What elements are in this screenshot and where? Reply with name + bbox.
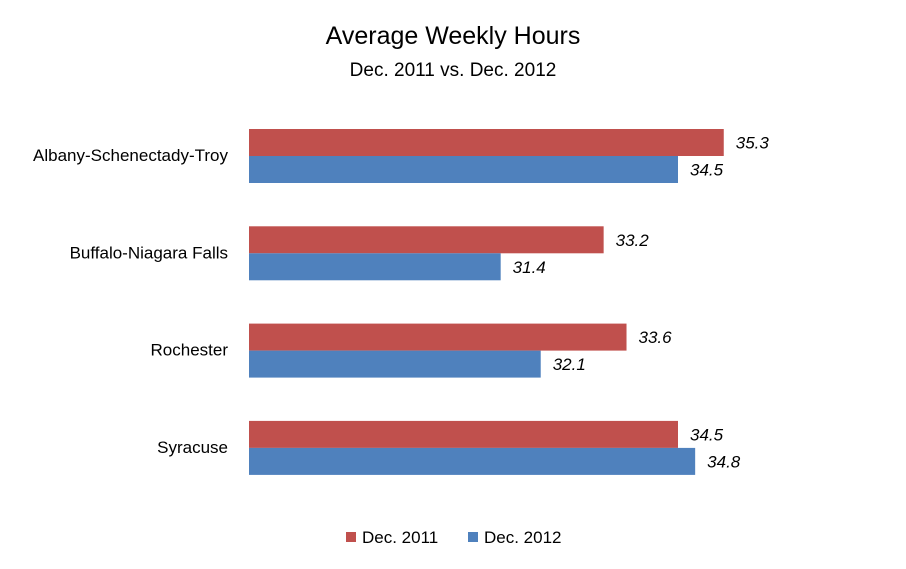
category-label-albany-schenectady-troy: Albany-Schenectady-Troy: [33, 146, 228, 165]
bar-albany-schenectady-troy-dec-2012: [249, 156, 678, 183]
bar-albany-schenectady-troy-dec-2011: [249, 129, 724, 156]
legend: Dec. 2011 Dec. 2012: [346, 528, 562, 547]
data-label-syracuse-dec-2012: 34.8: [707, 452, 741, 471]
data-label-buffalo-niagara-falls-dec-2011: 33.2: [616, 231, 650, 250]
data-label-albany-schenectady-troy-dec-2012: 34.5: [690, 161, 724, 180]
chart-subtitle: Dec. 2011 vs. Dec. 2012: [350, 60, 557, 81]
chart-title: Average Weekly Hours: [326, 22, 581, 50]
plot-area: 35.3 34.5 33.2 31.4 33.6 32.1 34.5 34.8: [249, 129, 769, 475]
data-label-rochester-dec-2012: 32.1: [553, 355, 586, 374]
legend-label-dec-2012: Dec. 2012: [484, 528, 562, 547]
legend-swatch-dec-2011: [346, 532, 356, 542]
bar-syracuse-dec-2011: [249, 420, 678, 448]
data-label-syracuse-dec-2011: 34.5: [690, 425, 724, 444]
category-label-syracuse: Syracuse: [157, 438, 228, 457]
legend-swatch-dec-2012: [468, 532, 478, 542]
data-label-buffalo-niagara-falls-dec-2012: 31.4: [513, 258, 546, 277]
legend-label-dec-2011: Dec. 2011: [362, 528, 438, 547]
bar-rochester-dec-2012: [249, 350, 541, 378]
data-label-albany-schenectady-troy-dec-2011: 35.3: [736, 134, 770, 153]
bar-buffalo-niagara-falls-dec-2011: [249, 226, 604, 254]
bar-syracuse-dec-2012: [249, 447, 696, 475]
category-label-buffalo-niagara-falls: Buffalo-Niagara Falls: [70, 243, 228, 262]
data-label-rochester-dec-2011: 33.6: [639, 328, 673, 347]
category-label-rochester: Rochester: [151, 341, 229, 360]
category-axis-labels: Albany-Schenectady-Troy Buffalo-Niagara F…: [33, 146, 228, 457]
bar-buffalo-niagara-falls-dec-2012: [249, 253, 501, 281]
bar-rochester-dec-2011: [249, 323, 627, 351]
